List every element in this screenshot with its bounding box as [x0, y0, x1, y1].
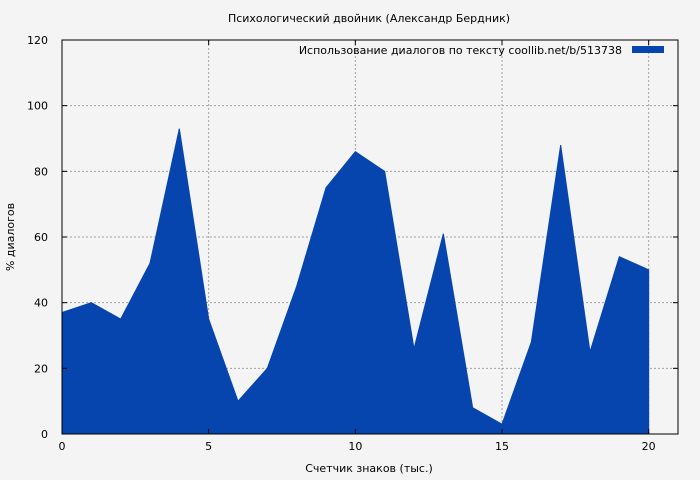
y-tick-label: 60 — [34, 231, 48, 244]
y-tick-label: 40 — [34, 297, 48, 310]
series-area-layer — [61, 128, 650, 435]
y-axis-label: % диалогов — [4, 203, 17, 271]
y-tick-label: 100 — [27, 100, 48, 113]
x-tick-label: 5 — [205, 440, 212, 453]
legend: Использование диалогов по тексту coollib… — [299, 44, 664, 57]
x-tick-label: 15 — [495, 440, 509, 453]
chart-title: Психологический двойник (Александр Бердн… — [228, 12, 510, 25]
legend-swatch — [632, 46, 664, 53]
x-tick-label: 10 — [348, 440, 362, 453]
y-tick-label: 120 — [27, 34, 48, 47]
series-area-0 — [61, 128, 650, 435]
y-tick-label: 0 — [41, 428, 48, 441]
y-tick-label: 20 — [34, 362, 48, 375]
y-tick-label: 80 — [34, 165, 48, 178]
x-tick-label: 0 — [59, 440, 66, 453]
x-tick-label: 20 — [642, 440, 656, 453]
legend-label: Использование диалогов по тексту coollib… — [299, 44, 622, 57]
y-tick-labels: 0 20 40 60 80 100 120 — [27, 34, 48, 441]
x-axis-label: Счетчик знаков (тыс.) — [305, 462, 433, 475]
x-tick-labels: 0 5 10 15 20 — [59, 440, 656, 453]
axis-ticks — [61, 39, 678, 435]
